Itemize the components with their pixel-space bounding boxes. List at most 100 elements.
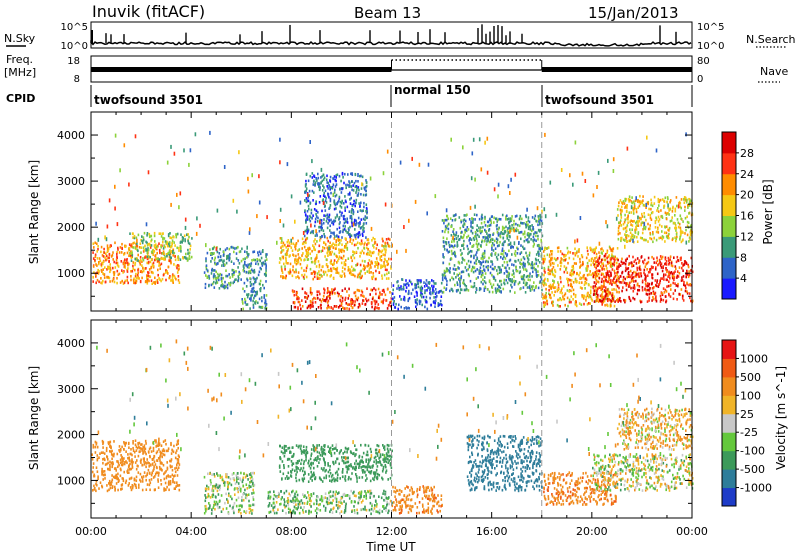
data-cell bbox=[455, 213, 457, 217]
data-cell bbox=[542, 282, 544, 286]
data-cell bbox=[142, 269, 145, 273]
data-cell bbox=[373, 307, 376, 311]
data-cell bbox=[665, 235, 668, 238]
data-cell bbox=[656, 272, 659, 276]
data-cell bbox=[471, 151, 474, 156]
data-cell bbox=[360, 201, 362, 205]
data-cell bbox=[537, 264, 539, 268]
data-cell bbox=[217, 255, 219, 259]
data-cell bbox=[519, 266, 521, 269]
freq-band bbox=[91, 67, 392, 72]
data-cell bbox=[126, 270, 129, 273]
data-cell bbox=[504, 252, 507, 255]
data-cell bbox=[604, 279, 606, 283]
data-cell bbox=[594, 284, 597, 288]
data-cell bbox=[350, 304, 352, 307]
data-cell bbox=[381, 274, 383, 277]
data-cell bbox=[316, 275, 319, 278]
data-cell bbox=[685, 286, 687, 290]
data-cell bbox=[661, 269, 664, 273]
data-cell bbox=[496, 238, 499, 241]
data-cell bbox=[226, 286, 229, 290]
data-cell bbox=[363, 268, 366, 271]
data-cell bbox=[406, 307, 408, 310]
data-cell bbox=[570, 300, 572, 304]
data-cell bbox=[569, 284, 572, 288]
data-cell bbox=[290, 242, 293, 245]
data-cell bbox=[536, 231, 538, 234]
data-cell bbox=[336, 213, 338, 217]
data-cell bbox=[351, 173, 354, 176]
data-cell bbox=[362, 299, 364, 302]
data-cell bbox=[141, 264, 143, 267]
data-cell bbox=[425, 282, 427, 285]
data-cell bbox=[446, 224, 449, 227]
data-cell bbox=[689, 283, 691, 286]
data-cell bbox=[561, 287, 563, 290]
data-cell bbox=[666, 285, 668, 288]
data-cell bbox=[480, 217, 483, 221]
data-cell bbox=[586, 292, 589, 296]
colorbar-swatch bbox=[722, 194, 736, 216]
data-cell bbox=[440, 281, 443, 285]
data-cell bbox=[606, 292, 609, 296]
data-cell bbox=[262, 283, 264, 287]
data-cell bbox=[587, 295, 590, 299]
data-cell bbox=[287, 262, 289, 265]
data-cell bbox=[311, 298, 314, 301]
data-cell bbox=[532, 239, 534, 242]
data-cell bbox=[488, 224, 491, 227]
colorbar-swatch bbox=[722, 257, 736, 279]
data-cell bbox=[301, 273, 303, 277]
data-cell bbox=[600, 286, 603, 290]
data-cell bbox=[481, 272, 484, 275]
data-cell bbox=[509, 191, 511, 195]
data-cell bbox=[348, 303, 350, 306]
data-cell bbox=[403, 307, 406, 310]
data-cell bbox=[506, 229, 509, 232]
data-cell bbox=[164, 240, 167, 243]
data-cell bbox=[150, 234, 153, 238]
data-cell bbox=[569, 273, 571, 276]
data-cell bbox=[113, 467, 116, 470]
data-cell bbox=[606, 288, 609, 292]
data-cell bbox=[447, 217, 449, 221]
data-cell bbox=[564, 254, 566, 257]
data-cell bbox=[169, 459, 171, 463]
data-cell bbox=[649, 216, 652, 220]
data-cell bbox=[492, 233, 494, 236]
data-cell bbox=[355, 189, 358, 192]
data-cell bbox=[604, 294, 607, 298]
data-cell bbox=[401, 288, 403, 291]
data-cell bbox=[640, 272, 642, 275]
data-cell bbox=[381, 237, 384, 241]
data-cell bbox=[308, 207, 310, 211]
data-cell bbox=[605, 279, 607, 282]
data-cell bbox=[338, 222, 341, 226]
data-cell bbox=[447, 230, 450, 234]
data-cell bbox=[334, 235, 336, 238]
data-cell bbox=[345, 246, 347, 249]
data-cell bbox=[364, 218, 366, 222]
data-cell bbox=[148, 232, 151, 236]
data-cell bbox=[352, 238, 355, 242]
data-cell bbox=[544, 132, 546, 137]
data-cell bbox=[351, 180, 353, 183]
data-cell bbox=[296, 295, 298, 299]
data-cell bbox=[604, 275, 606, 279]
data-cell bbox=[611, 268, 614, 271]
data-cell bbox=[333, 231, 335, 236]
data-cell bbox=[651, 204, 654, 208]
data-cell bbox=[281, 239, 283, 243]
data-cell bbox=[433, 285, 435, 288]
data-cell bbox=[416, 301, 418, 305]
data-cell bbox=[101, 254, 104, 257]
data-cell bbox=[447, 268, 449, 272]
data-cell bbox=[483, 255, 486, 258]
data-cell bbox=[248, 263, 251, 266]
data-cell bbox=[495, 217, 498, 220]
data-cell bbox=[636, 235, 638, 239]
data-cell bbox=[434, 292, 437, 295]
data-cell bbox=[320, 268, 323, 272]
data-cell bbox=[663, 291, 666, 294]
